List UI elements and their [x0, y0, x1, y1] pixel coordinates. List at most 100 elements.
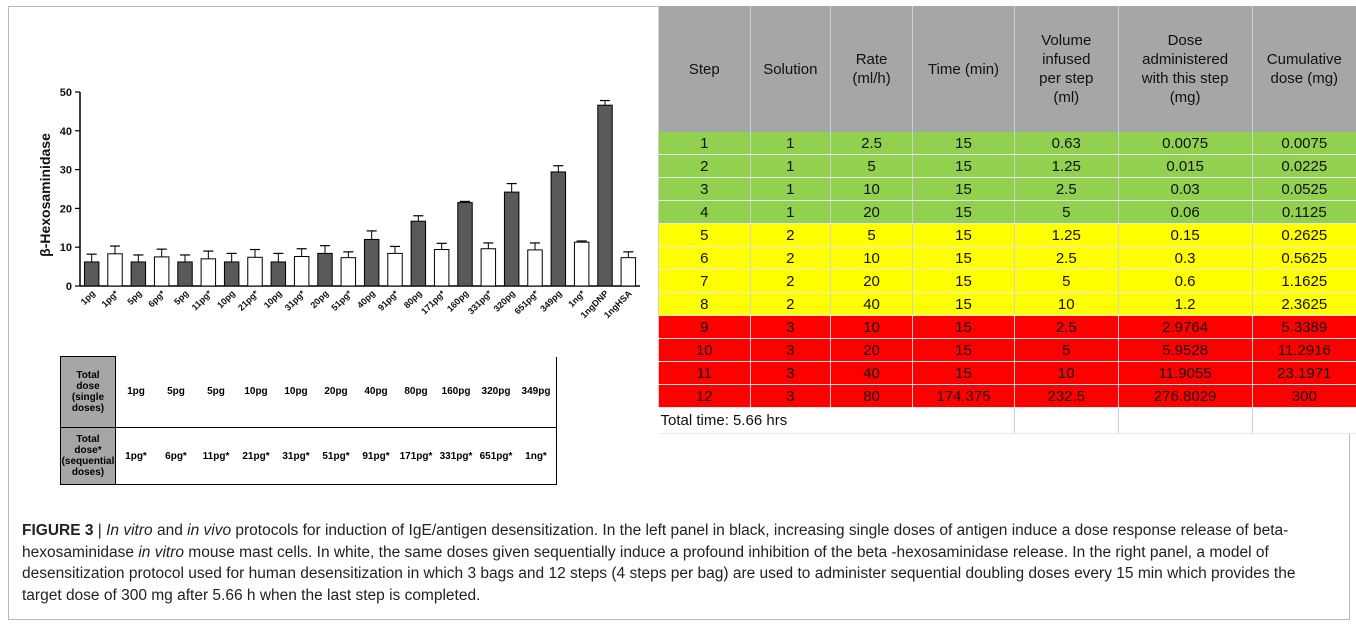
- protocol-header-cell: Rate (ml/h): [830, 6, 913, 132]
- protocol-cell: 2: [749, 223, 831, 247]
- dose-cell: 320pg: [476, 356, 516, 428]
- dose-row-header-line: dose: [76, 381, 100, 392]
- protocol-cell: 2.5: [1013, 177, 1119, 201]
- dose-cell: 20pg: [316, 356, 356, 428]
- protocol-cell: 2.5: [1013, 246, 1119, 270]
- dose-row-header-line: doses): [71, 467, 105, 478]
- protocol-header-cell: Cumulative dose (mg): [1251, 6, 1356, 132]
- bar: [340, 257, 357, 287]
- protocol-cell: 2: [749, 292, 831, 316]
- protocol-cell: 5.3389: [1251, 315, 1356, 339]
- bar: [317, 252, 333, 287]
- protocol-cell: 23.1971: [1251, 361, 1356, 385]
- protocol-cell: 0.1125: [1251, 200, 1356, 224]
- dose-cell: 21pg*: [236, 427, 276, 485]
- protocol-cell: 9: [658, 315, 751, 339]
- caption-text-2: protocols for induction of IgE/antigen d…: [22, 522, 1289, 561]
- bar: [200, 258, 217, 287]
- x-tick-label: 10pg: [262, 288, 284, 310]
- x-tick-label: 40pg: [355, 288, 377, 310]
- protocol-row: 7 2 20 15 5 0.6 1.1625: [658, 269, 1356, 293]
- bar: [153, 256, 170, 287]
- dose-cell: 5pg: [196, 356, 236, 428]
- x-tick-label: 1pg: [79, 288, 97, 306]
- dose-cell: 349pg: [516, 356, 557, 428]
- protocol-row: 9 3 10 15 2.5 2.9764 5.3389: [658, 315, 1356, 339]
- dose-row-sequential: Total dose* (sequential doses) 1pg* 6pg* 11pg*…: [60, 427, 557, 485]
- y-tick-label: 50: [60, 87, 72, 99]
- protocol-cell: 5: [658, 223, 751, 247]
- protocol-cell: 2: [749, 269, 831, 293]
- x-tick-label: 11pg*: [190, 288, 214, 312]
- y-tick-label: 20: [60, 203, 72, 215]
- protocol-header-line: per step: [1039, 70, 1094, 87]
- protocol-header-line: (mg): [1169, 89, 1201, 106]
- protocol-header-line: administered: [1142, 51, 1229, 68]
- protocol-cell: 276.8029: [1117, 384, 1253, 408]
- bar: [550, 171, 567, 287]
- protocol-row: 4 1 20 15 5 0.06 0.1125: [658, 200, 1356, 224]
- bar: [387, 252, 403, 287]
- protocol-row: 10 3 20 15 5 5.9528 11.2916: [658, 338, 1356, 362]
- protocol-header-cell: Step: [658, 6, 751, 132]
- protocol-cell: 3: [658, 177, 751, 201]
- x-tick-label: 21pg*: [236, 288, 261, 313]
- caption-text-3: mouse mast cells. In white, the same dos…: [22, 543, 1296, 604]
- protocol-cell: 0.0525: [1251, 177, 1356, 201]
- dose-cell: 331pg*: [436, 427, 476, 485]
- dose-row-header-line: Total: [76, 370, 100, 381]
- protocol-header-line: Step: [688, 60, 720, 78]
- bar: [597, 104, 613, 287]
- x-tick-label: 349pg: [538, 288, 563, 313]
- dose-cell: 11pg*: [196, 427, 236, 485]
- protocol-cell: 15: [912, 269, 1015, 293]
- protocol-header-line: infused: [1042, 51, 1091, 68]
- protocol-cell: 2: [749, 246, 831, 270]
- protocol-cell: 0.015: [1117, 154, 1253, 178]
- protocol-cell: 15: [912, 177, 1015, 201]
- dose-row-header-line: (sequential: [61, 456, 115, 467]
- protocol-cell: 10: [830, 246, 913, 270]
- protocol-cell: 15: [912, 361, 1015, 385]
- protocol-header-line: Volume: [1041, 32, 1092, 49]
- protocol-cell: 0.15: [1117, 223, 1253, 247]
- protocol-header-line: Time (min): [927, 60, 1000, 78]
- dose-row-header-line: doses): [71, 403, 105, 414]
- dose-cell: 1pg*: [115, 427, 156, 485]
- protocol-cell: 1: [749, 132, 831, 155]
- protocol-cell: 20: [830, 269, 913, 293]
- x-tick-label: 171pg*: [419, 288, 447, 316]
- protocol-row: 5 2 5 15 1.25 0.15 0.2625: [658, 223, 1356, 247]
- dose-row-single: Total dose (single doses) 1pg 5pg 5pg 10pg 10pg 2…: [60, 356, 557, 428]
- dose-cell: 10pg: [276, 356, 316, 428]
- protocol-cell: 5: [1013, 269, 1119, 293]
- protocol-cell: 6: [658, 246, 751, 270]
- protocol-cell: 0.63: [1013, 132, 1119, 155]
- protocol-row: 8 2 40 15 10 1.2 2.3625: [658, 292, 1356, 316]
- dose-table: Total dose (single doses) 1pg 5pg 5pg 10pg 10pg 2…: [60, 356, 557, 485]
- protocol-total-blank: [1117, 407, 1253, 434]
- figure-caption: FIGURE 3 | In vitro and in vivo protocol…: [22, 520, 1332, 606]
- dose-cell: 1ng*: [516, 427, 557, 485]
- y-tick-label: 30: [60, 165, 72, 177]
- protocol-cell: 3: [749, 361, 831, 385]
- x-tick-label: 1pg*: [100, 288, 121, 309]
- dose-row-header-line: dose*: [74, 445, 102, 456]
- protocol-header-row: Step Solution Rate (ml/h) Time (min) Volume in…: [658, 6, 1356, 132]
- protocol-cell: 1.1625: [1251, 269, 1356, 293]
- protocol-cell: 5.9528: [1117, 338, 1253, 362]
- protocol-cell: 2.5: [1013, 315, 1119, 339]
- protocol-cell: 5: [1013, 200, 1119, 224]
- protocol-cell: 80: [830, 384, 913, 408]
- bar: [527, 249, 543, 287]
- bar: [410, 220, 427, 287]
- y-tick-label: 10: [60, 242, 72, 254]
- protocol-cell: 8: [658, 292, 751, 316]
- protocol-row: 6 2 10 15 2.5 0.3 0.5625: [658, 246, 1356, 270]
- x-tick-label: 1ng*: [566, 288, 587, 309]
- bar: [247, 256, 263, 287]
- protocol-header-line: Solution: [763, 60, 818, 78]
- bar: [433, 249, 450, 287]
- protocol-cell: 15: [912, 315, 1015, 339]
- protocol-cell: 3: [749, 338, 831, 362]
